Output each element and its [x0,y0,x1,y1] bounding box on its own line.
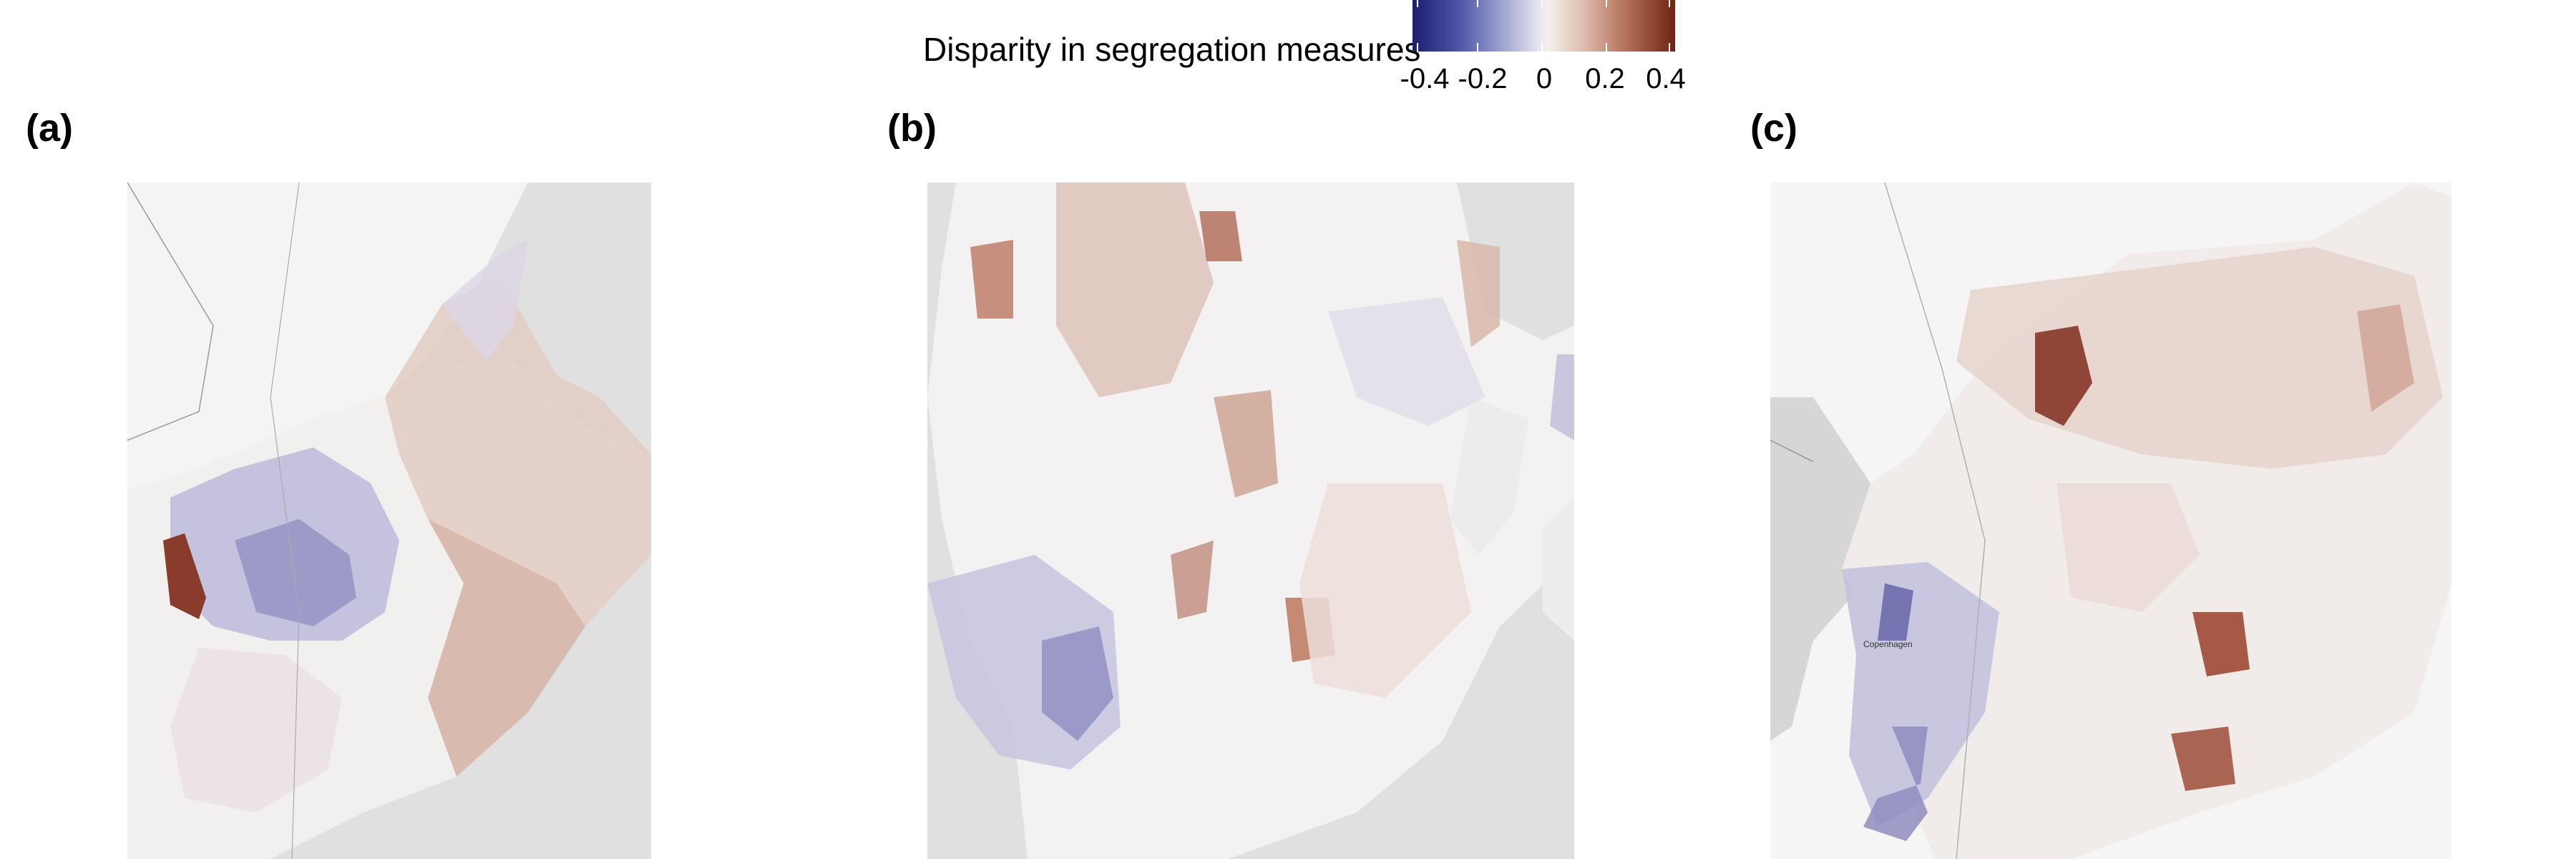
legend-tick-mark [1417,43,1418,52]
legend-tick-label: 0 [1536,63,1553,94]
legend-tick-mark [1417,0,1418,7]
region-positive [1056,183,1214,397]
region-negative [1878,583,1913,641]
region-negative [1550,354,1574,440]
map-panel-c: Copenhagen [1770,183,2451,859]
road-line [127,183,214,441]
legend-tick-label: 0.2 [1585,63,1625,94]
color-legend: Disparity in segregation measures -0.4 -… [923,0,1686,100]
place-label: Copenhagen [1863,639,1913,649]
region-neutral [170,648,342,812]
region-positive [1457,240,1500,347]
panel-label-a: (a) [26,107,73,150]
legend-color-bar [1413,0,1675,52]
map-b-canvas [927,183,1574,859]
road-line [1884,183,1986,859]
map-c-canvas [1770,183,2451,859]
region-positive [1956,247,2443,469]
region-negative [1042,626,1113,741]
legend-tick-label: 0.4 [1646,63,1686,94]
region-positive [428,519,585,777]
legend-tick-mark [1606,43,1607,52]
region-negative [235,519,356,626]
legend-tick-label: -0.2 [1458,63,1508,94]
region-strong-positive [163,533,206,619]
lake-area [1543,498,1574,641]
road-line [270,183,300,859]
map-panel-a [127,183,651,859]
region-negative [1863,727,1928,841]
legend-tick-mark [1541,43,1543,52]
region-neutral [2057,483,2200,612]
legend-tick-mark [1669,0,1670,7]
legend-tick-mark [1669,43,1670,52]
map-panel-b [927,183,1574,859]
land-area [127,183,528,490]
region-negative [442,240,528,361]
legend-tick-mark [1477,0,1478,7]
map-a-canvas [127,183,651,859]
panel-label-b: (b) [887,107,937,150]
region-positive [1171,540,1214,619]
legend-tick-mark [1477,43,1478,52]
region-positive [970,240,1013,319]
legend-tick-mark [1541,0,1543,7]
region-neutral [1299,483,1471,698]
region-strong-positive [2035,326,2092,426]
legend-tick-mark [1606,0,1607,7]
panel-label-c: (c) [1750,107,1797,150]
region-strong-positive [2192,612,2250,676]
legend-title: Disparity in segregation measures [923,31,1421,68]
region-positive [2357,304,2414,412]
sea-strait [1770,397,1870,741]
region-negative [1328,297,1485,426]
region-positive [1214,390,1278,498]
region-positive [1199,211,1242,261]
legend-tick-label: -0.4 [1400,63,1450,94]
region-strong-positive [2171,727,2235,791]
lake-area [1450,397,1528,555]
coastline [1770,440,1814,462]
